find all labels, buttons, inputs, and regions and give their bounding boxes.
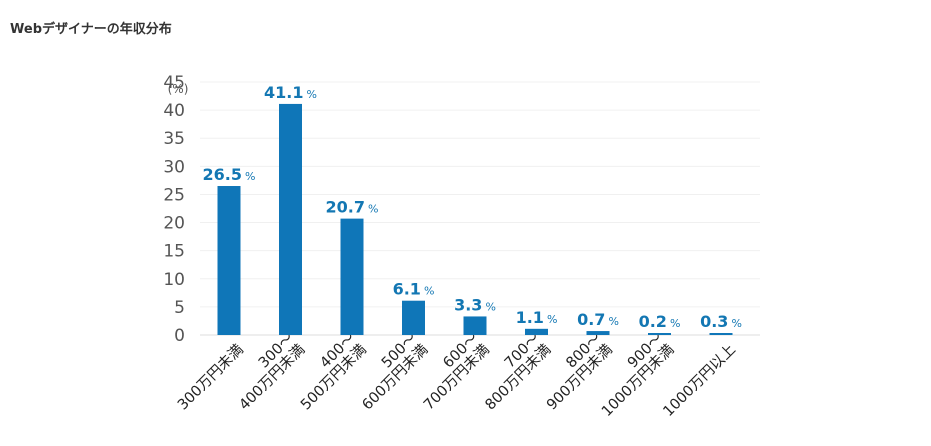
y-tick-label: 35 [163, 129, 185, 149]
y-tick-label: 0 [174, 326, 185, 346]
y-tick-label: 20 [163, 214, 185, 234]
x-axis: 300万円未満 300～400万円未満 400～500万円未満 500～600万円未満… [174, 330, 739, 420]
y-axis-unit-label: (%) [168, 82, 189, 96]
bar [279, 103, 302, 335]
bar [525, 328, 548, 335]
x-tick-label: 800～900万円未満 [543, 330, 616, 413]
data-label: 20.7% [326, 198, 379, 217]
x-tick-label: 600～700万円未満 [420, 330, 493, 413]
x-tick-label: 300～400万円未満 [236, 330, 309, 413]
y-tick-label: 40 [163, 101, 185, 121]
data-label: 1.1% [516, 308, 558, 327]
data-label: 0.2% [639, 312, 681, 331]
bars [217, 103, 733, 335]
x-tick-label: 400～500万円未満 [297, 330, 370, 413]
page-title: Webデザイナーの年収分布 [10, 22, 172, 37]
bar [709, 333, 733, 335]
y-axis: 0 5 10 15 20 25 30 35 40 45 [163, 73, 185, 346]
bar [217, 186, 241, 335]
data-label: 6.1% [393, 280, 435, 299]
x-tick-label: 700～800万円未満 [482, 330, 555, 413]
data-label: 0.7% [577, 310, 619, 329]
y-tick-label: 45 [163, 73, 185, 93]
data-label: 26.5% [203, 165, 256, 184]
data-label: 3.3% [454, 295, 496, 314]
y-tick-label: 25 [163, 185, 185, 205]
bar [648, 333, 671, 335]
bar [586, 331, 610, 335]
y-tick-label: 30 [163, 157, 185, 177]
bar [402, 300, 425, 335]
y-tick-label: 15 [163, 242, 185, 262]
y-tick-label: 5 [174, 298, 185, 318]
x-tick-label: 500～600万円未満 [359, 330, 432, 413]
bar [340, 218, 364, 335]
data-label: 41.1% [264, 83, 317, 102]
data-labels: 26.5 % 41.1 % 20.7 % 6.1 % 3.3 % 1.1% 0.7% 0.2% 0.3% [203, 83, 742, 331]
y-tick-label: 10 [163, 270, 185, 290]
bar [463, 316, 487, 335]
data-label: 0.3% [700, 312, 742, 331]
